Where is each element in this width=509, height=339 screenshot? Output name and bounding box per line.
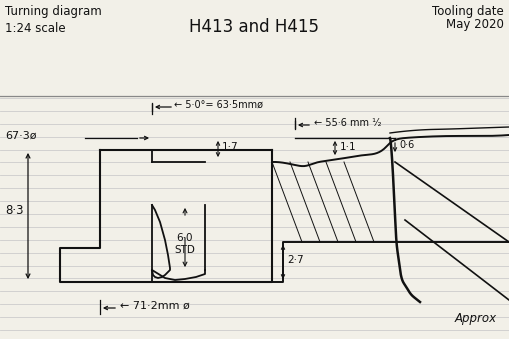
Text: H413 and H415: H413 and H415: [189, 18, 319, 36]
Text: ← 5·0°= 63·5mmø: ← 5·0°= 63·5mmø: [174, 100, 263, 110]
Text: 0·6: 0·6: [399, 140, 414, 150]
Text: ← 55·6 mm ¹⁄₂: ← 55·6 mm ¹⁄₂: [314, 118, 382, 128]
Text: ← 71·2mm ø: ← 71·2mm ø: [120, 301, 190, 311]
Text: 1·1: 1·1: [340, 142, 357, 152]
Text: 1·7: 1·7: [222, 142, 239, 152]
Text: 6·0
STD: 6·0 STD: [175, 233, 195, 255]
Text: 67·3ø: 67·3ø: [5, 131, 37, 141]
Text: 1:24 scale: 1:24 scale: [5, 22, 66, 35]
Text: 2·7: 2·7: [287, 255, 304, 265]
Text: 8·3: 8·3: [5, 203, 23, 217]
Text: May 2020: May 2020: [446, 18, 504, 31]
Text: Tooling date: Tooling date: [432, 5, 504, 18]
Text: Turning diagram: Turning diagram: [5, 5, 102, 18]
Text: Approx: Approx: [455, 312, 497, 325]
